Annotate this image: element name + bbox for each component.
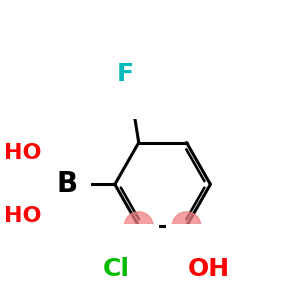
Bar [73, 224, 159, 300]
Bar [0, 176, 61, 256]
Text: Cl: Cl [103, 257, 130, 281]
Circle shape [172, 212, 201, 241]
Circle shape [124, 212, 153, 241]
Bar [0, 113, 61, 193]
Text: HO: HO [4, 143, 42, 163]
Bar [166, 224, 252, 300]
Bar [104, 29, 147, 119]
Text: OH: OH [188, 257, 230, 281]
Bar [43, 134, 91, 235]
Text: F: F [117, 62, 134, 86]
Text: HO: HO [4, 206, 42, 226]
Text: B: B [56, 170, 78, 198]
